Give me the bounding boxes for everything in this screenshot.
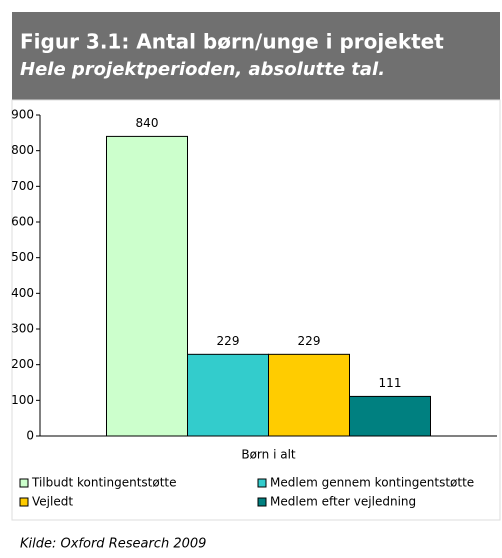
- data-label: 111: [379, 376, 402, 390]
- legend-label: Medlem gennem kontingentstøtte: [270, 476, 474, 490]
- legend-swatch: [257, 497, 267, 507]
- legend-swatch: [257, 478, 267, 488]
- y-tick-label: 100: [11, 393, 34, 407]
- y-tick-label: 900: [11, 108, 34, 122]
- legend-label: Tilbudt kontingentstøtte: [31, 476, 177, 490]
- y-tick-label: 500: [11, 250, 34, 264]
- legend-label: Vejledt: [32, 495, 73, 509]
- data-label: 229: [298, 334, 321, 348]
- legend-swatch: [19, 497, 29, 507]
- source: Kilde: Oxford Research 2009: [20, 537, 206, 552]
- legend-label: Medlem efter vejledning: [270, 495, 416, 509]
- y-tick-label: 600: [11, 215, 34, 229]
- chart-title: Figur 3.1: Antal børn/unge i projektet: [20, 30, 444, 54]
- chart-subtitle: Hele projektperioden, absolutte tal.: [20, 59, 385, 80]
- header-box: [12, 12, 500, 100]
- bar: [349, 395, 431, 437]
- bar: [187, 353, 269, 437]
- bar: [106, 135, 188, 437]
- y-tick-label: 400: [11, 286, 34, 300]
- y-tick-label: 700: [11, 179, 34, 193]
- data-label: 840: [136, 116, 159, 130]
- x-tick-label: Børn i alt: [241, 448, 296, 462]
- plot-frame: [11, 99, 501, 521]
- y-tick-label: 300: [11, 322, 34, 336]
- y-tick-label: 0: [26, 429, 34, 443]
- y-tick-label: 200: [11, 357, 34, 371]
- y-tick-label: 800: [11, 143, 34, 157]
- bar: [268, 353, 350, 437]
- legend-swatch: [19, 478, 29, 488]
- data-label: 229: [217, 334, 240, 348]
